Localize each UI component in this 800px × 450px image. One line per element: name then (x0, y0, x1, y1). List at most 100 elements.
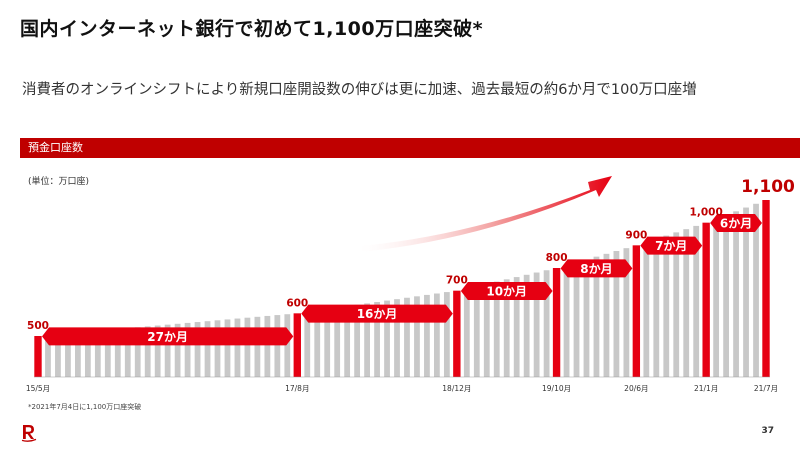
x-tick-label: 17/8月 (285, 384, 309, 393)
chart-bar (45, 335, 51, 377)
milestone-bar (293, 313, 301, 377)
chart-bar (124, 328, 131, 377)
chart-bar (593, 256, 600, 377)
chart-bar (354, 304, 361, 377)
interval-duration-label: 10か月 (486, 285, 527, 299)
chart-bar (314, 310, 321, 377)
interval-duration-label: 8か月 (580, 262, 612, 276)
chart-bar (693, 225, 700, 377)
chart-bar (94, 330, 101, 377)
chart-bar (55, 334, 61, 377)
milestone-bar (34, 336, 42, 377)
milestone-value-label: 700 (446, 275, 468, 287)
x-tick-label: 21/7月 (754, 384, 778, 393)
chart-bar (663, 235, 670, 377)
chart-bar (623, 248, 630, 377)
chart-bar (533, 272, 540, 377)
chart-bar (404, 297, 410, 377)
milestone-value-label: 1,100 (741, 177, 795, 197)
chart-bar (84, 331, 91, 377)
chart-bar (683, 229, 690, 377)
chart-bar (204, 321, 211, 377)
chart-bar (234, 318, 241, 377)
chart-bar (214, 320, 221, 377)
chart-bar (274, 315, 281, 377)
chart-bar (224, 319, 231, 377)
milestone-value-label: 600 (286, 297, 308, 309)
chart-bar (184, 322, 191, 377)
page-title: 国内インターネット銀行で初めて1,100万口座突破* (20, 18, 484, 40)
x-tick-label: 21/1月 (694, 384, 718, 393)
chart-bar (513, 277, 520, 377)
chart-bar (434, 293, 440, 377)
interval-duration-label: 6か月 (720, 217, 752, 231)
footnote: *2021年7月4日に1,100万口座突破 (28, 403, 142, 411)
interval-arrow-shape (640, 236, 703, 255)
chart-bar (344, 306, 351, 377)
milestone-bar (453, 290, 461, 377)
unit-label: (単位：万口座) (28, 177, 90, 187)
chart-bar (414, 296, 420, 377)
milestone-bar (762, 200, 770, 377)
chart-bar (713, 218, 720, 377)
chart-bar (164, 324, 171, 377)
chart-bar (174, 323, 181, 377)
chart-bar (384, 300, 390, 377)
chart-bar (643, 242, 650, 377)
deposit-accounts-chart: 27か月 16か月 10か月 8か月 7か月 6か月 500 15/5月 600 17/8月 70… (26, 176, 795, 393)
chart-bar (374, 302, 380, 377)
chart-bar (523, 274, 530, 377)
chart-bar (473, 286, 480, 377)
chart-bar (334, 307, 341, 377)
chart-bar (284, 314, 291, 377)
x-tick-label: 19/10月 (542, 384, 571, 393)
chart-bar (114, 329, 121, 377)
milestone-bar (632, 245, 641, 377)
interval-arrow-shape (301, 304, 453, 323)
chart-bar (603, 253, 610, 377)
milestone-value-label: 800 (546, 252, 568, 264)
x-tick-label: 15/5月 (26, 384, 50, 393)
chart-bar (613, 251, 620, 377)
milestone-value-label: 500 (27, 320, 49, 332)
chart-bar (244, 317, 251, 377)
chart-bar (583, 259, 590, 377)
page-subtitle: 消費者のオンラインシフトにより新規口座開設数の伸びは更に加速、過去最短の約6か月… (22, 82, 697, 98)
interval-arrow-shape (710, 214, 762, 232)
chart-bar (134, 327, 141, 377)
chart-bar (563, 265, 570, 377)
chart-bar (264, 315, 271, 377)
chart-bar (194, 322, 201, 377)
interval-arrow-shape (460, 282, 553, 300)
milestone-bar (702, 222, 710, 377)
chart-bar (254, 316, 261, 377)
chart-bar (753, 203, 759, 377)
chart-bar (673, 232, 680, 377)
interval-arrow-shape (42, 327, 294, 346)
chart-bar (573, 262, 580, 377)
milestone-value-label: 1,000 (690, 207, 723, 219)
chart-bar (364, 303, 370, 377)
interval-duration-label: 7か月 (655, 239, 687, 253)
chart-bar (65, 333, 71, 377)
chart-bar (723, 215, 729, 377)
chart-bar (424, 294, 430, 377)
chart-bar (144, 326, 151, 377)
chart-bar (104, 329, 111, 377)
x-tick-label: 20/6月 (624, 384, 648, 393)
chart-bar (324, 309, 331, 377)
chart-bar (443, 292, 450, 377)
chart-banner: 預金口座数 (20, 138, 800, 158)
interval-arrow-shape (560, 259, 633, 278)
page-number: 37 (761, 426, 774, 436)
chart-bar (503, 279, 510, 377)
milestone-value-label: 900 (625, 229, 647, 241)
interval-duration-label: 16か月 (357, 307, 398, 321)
growth-arrow-icon (360, 176, 612, 252)
milestone-bar (552, 268, 561, 377)
chart-bar (304, 311, 311, 377)
chart-bar (743, 207, 749, 377)
chart-bar (733, 211, 739, 377)
chart-bar (75, 332, 81, 377)
interval-duration-label: 27か月 (147, 330, 188, 344)
